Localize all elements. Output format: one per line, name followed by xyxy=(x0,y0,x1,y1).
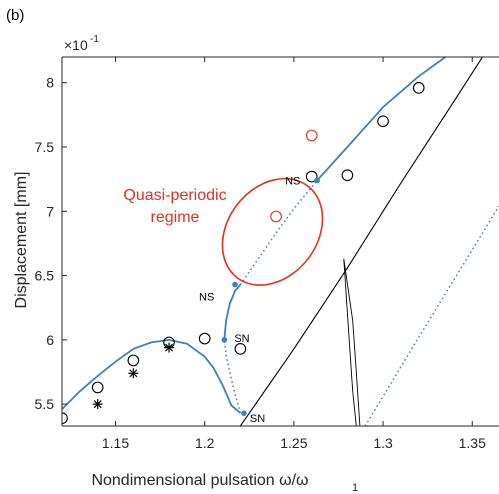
bifurcation-label: NS xyxy=(199,292,214,304)
bifurcation-point xyxy=(221,337,228,343)
series-blue-dotted-unstable-middle xyxy=(239,179,318,286)
x-tick-label: 1.3 xyxy=(373,435,393,451)
y-multiplier: ×10 -1 xyxy=(64,34,99,53)
series-blue-solid-upper xyxy=(316,57,447,182)
series-blue-solid-lower xyxy=(62,338,241,414)
bifurcation-point xyxy=(241,410,247,416)
x-tick-label: 1.15 xyxy=(102,435,129,451)
series-blue-dotted-unstable-lower xyxy=(223,339,242,414)
experiment-point-quasi-periodic xyxy=(270,210,282,223)
experiment-point xyxy=(198,332,211,345)
series-blue-dotted-right xyxy=(364,205,499,426)
y-axis-title: Displacement [mm] xyxy=(13,172,30,309)
y-tick-label: 6 xyxy=(46,332,54,348)
bifurcation-label: SN xyxy=(234,333,249,345)
star-stroke xyxy=(165,343,173,352)
x-axis-title-text: Nondimensional pulsation ω/ω xyxy=(91,472,308,489)
panel-label: (b) xyxy=(6,7,24,24)
star-stroke xyxy=(129,369,138,378)
experiment-point xyxy=(91,381,104,394)
x-tick-label: 1.25 xyxy=(280,435,307,451)
experiment-point xyxy=(127,354,140,367)
series-black-thin-curve-a xyxy=(343,258,357,426)
region-label-line2: regime xyxy=(151,209,200,226)
series-blue-solid-fold xyxy=(223,284,242,340)
plot-area: NS NS SN SN Quasi-periodic regime 1.15 1.2 1.25 1… xyxy=(35,56,499,451)
experiment-star-point xyxy=(128,368,139,379)
bifurcation-point xyxy=(314,177,320,184)
y-multiplier-base: ×10 xyxy=(64,37,88,53)
y-tick-label: 5.5 xyxy=(35,396,55,412)
region-label-line1: Quasi-periodic xyxy=(123,187,226,204)
series-black-thin-curve-b xyxy=(343,258,361,426)
experiment-point xyxy=(377,115,389,128)
x-axis-title: Nondimensional pulsation ω/ω 1 xyxy=(91,472,358,494)
x-tick-label: 1.35 xyxy=(459,435,486,451)
quasi-periodic-region xyxy=(221,177,324,286)
marks-group xyxy=(62,57,499,426)
experiment-point xyxy=(305,170,318,183)
experiment-star-point xyxy=(92,399,103,410)
y-multiplier-exponent: -1 xyxy=(90,34,99,45)
experiment-point xyxy=(412,82,425,94)
experiment-point xyxy=(234,343,247,355)
x-tick-label: 1.2 xyxy=(195,435,215,451)
y-tick-label: 8 xyxy=(46,75,54,91)
experiment-point-quasi-periodic xyxy=(305,129,318,142)
y-tick-label: 6.5 xyxy=(35,268,55,284)
bifurcation-label: NS xyxy=(285,175,300,187)
series-black-line-diagonal xyxy=(239,57,484,426)
y-tick-label: 7 xyxy=(46,203,54,219)
x-axis-title-subscript: 1 xyxy=(352,482,358,494)
star-stroke xyxy=(93,400,102,409)
experiment-point xyxy=(341,169,354,182)
experiment-star-point xyxy=(164,342,175,353)
bifurcation-point xyxy=(232,281,238,288)
y-tick-label: 7.5 xyxy=(35,139,55,155)
bifurcation-label: SN xyxy=(250,413,265,425)
